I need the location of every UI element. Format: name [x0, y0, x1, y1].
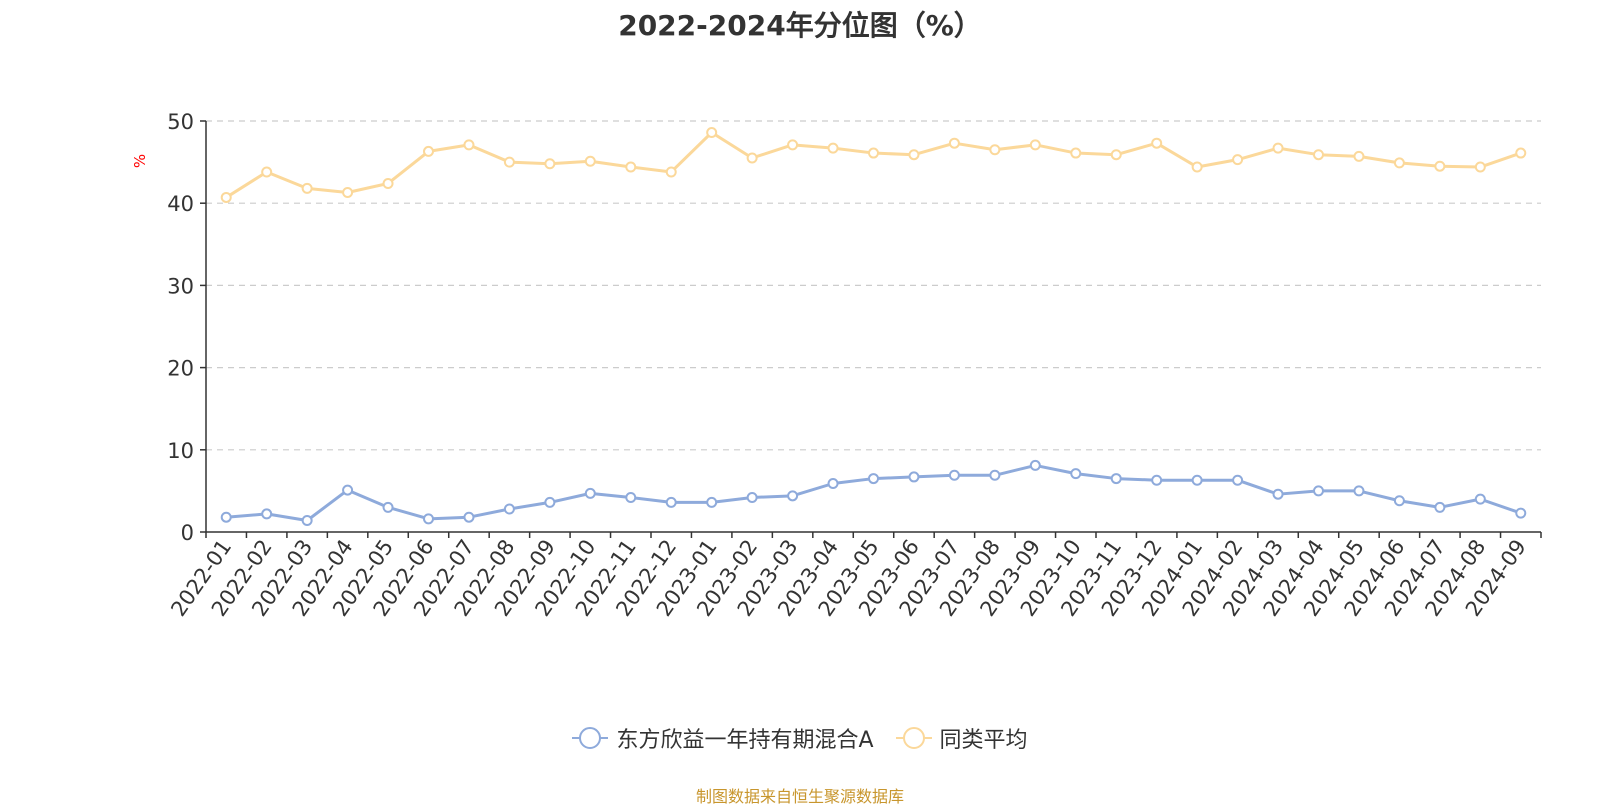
grid-lines	[206, 120, 1541, 451]
data-point[interactable]	[948, 469, 960, 481]
data-point[interactable]	[1393, 157, 1405, 169]
data-point[interactable]	[706, 127, 718, 139]
y-tick-label: 40	[167, 192, 194, 216]
y-tick-label: 10	[167, 439, 194, 463]
data-point[interactable]	[1191, 474, 1203, 486]
data-point[interactable]	[503, 156, 515, 168]
legend-label: 同类平均	[939, 728, 1028, 753]
data-point[interactable]	[746, 152, 758, 164]
data-point[interactable]	[584, 155, 596, 167]
y-tick-label: 20	[167, 357, 194, 381]
data-point[interactable]	[1393, 495, 1405, 507]
data-point[interactable]	[1474, 493, 1486, 505]
data-point[interactable]	[1313, 485, 1324, 497]
data-point[interactable]	[665, 166, 677, 178]
legend-symbol-icon	[895, 727, 932, 749]
data-point[interactable]	[1515, 147, 1527, 159]
data-point[interactable]	[1353, 150, 1365, 162]
data-point[interactable]	[1474, 161, 1486, 173]
data-point[interactable]	[382, 501, 394, 513]
data-point[interactable]	[868, 473, 879, 485]
data-point[interactable]	[301, 514, 313, 526]
data-point[interactable]	[544, 158, 556, 170]
series-line	[225, 131, 1522, 199]
data-point[interactable]	[1272, 142, 1284, 154]
y-axis-label: %	[131, 154, 149, 168]
data-point[interactable]	[503, 503, 515, 515]
data-point[interactable]	[787, 490, 799, 502]
source-note: 制图数据来自恒生聚源数据库	[695, 787, 904, 806]
data-point[interactable]	[1434, 501, 1446, 513]
data-point[interactable]	[827, 142, 839, 154]
data-point[interactable]	[1110, 149, 1122, 161]
data-point[interactable]	[1313, 149, 1324, 161]
data-point[interactable]	[342, 187, 354, 199]
data-point[interactable]	[1232, 474, 1244, 486]
data-point[interactable]	[1110, 473, 1122, 485]
data-point[interactable]	[463, 139, 475, 151]
data-point[interactable]	[1272, 488, 1284, 500]
data-point[interactable]	[423, 513, 434, 525]
legend-item-1[interactable]: 同类平均	[895, 722, 1028, 754]
legend-symbol-icon	[572, 727, 609, 749]
y-tick-label: 30	[167, 274, 194, 298]
data-point[interactable]	[463, 511, 475, 523]
legend[interactable]: 东方欣益一年持有期混合A 同类平均	[0, 722, 1600, 754]
legend-item-0[interactable]: 东方欣益一年持有期混合A	[572, 722, 874, 754]
series-0	[220, 459, 1527, 526]
data-point[interactable]	[220, 511, 232, 523]
data-point[interactable]	[908, 471, 920, 483]
y-tick-label: 50	[167, 110, 194, 134]
data-point[interactable]	[787, 139, 799, 151]
data-point[interactable]	[1515, 507, 1527, 519]
data-point[interactable]	[1029, 459, 1041, 471]
data-point[interactable]	[746, 491, 758, 503]
data-point[interactable]	[342, 484, 354, 496]
data-point[interactable]	[261, 166, 273, 178]
data-point[interactable]	[706, 496, 718, 508]
data-point[interactable]	[1070, 468, 1082, 480]
data-point[interactable]	[1151, 474, 1163, 486]
data-point[interactable]	[1070, 147, 1082, 159]
data-point[interactable]	[1191, 161, 1203, 173]
data-point[interactable]	[261, 508, 273, 520]
data-point[interactable]	[382, 177, 394, 189]
data-point[interactable]	[1151, 137, 1163, 149]
data-point[interactable]	[1353, 485, 1365, 497]
data-point[interactable]	[625, 491, 637, 503]
data-point[interactable]	[584, 487, 596, 499]
series-layer	[220, 127, 1527, 526]
chart-title: 2022-2024年分位图（%）	[618, 9, 982, 42]
data-point[interactable]	[220, 191, 232, 203]
data-point[interactable]	[423, 145, 434, 157]
legend-label: 东方欣益一年持有期混合A	[616, 728, 874, 753]
data-point[interactable]	[989, 144, 1001, 156]
data-point[interactable]	[827, 478, 839, 490]
data-point[interactable]	[868, 147, 879, 159]
data-point[interactable]	[544, 496, 556, 508]
data-point[interactable]	[1434, 160, 1446, 172]
data-point[interactable]	[989, 469, 1001, 481]
data-point[interactable]	[948, 137, 960, 149]
data-point[interactable]	[665, 496, 677, 508]
data-point[interactable]	[625, 161, 637, 173]
data-point[interactable]	[301, 182, 313, 194]
y-tick-label: 0	[181, 521, 194, 545]
data-point[interactable]	[908, 149, 920, 161]
line-chart: 010203040502022-012022-022022-032022-042…	[131, 110, 1542, 621]
data-point[interactable]	[1232, 154, 1244, 166]
series-1	[220, 127, 1527, 203]
data-point[interactable]	[1029, 139, 1041, 151]
